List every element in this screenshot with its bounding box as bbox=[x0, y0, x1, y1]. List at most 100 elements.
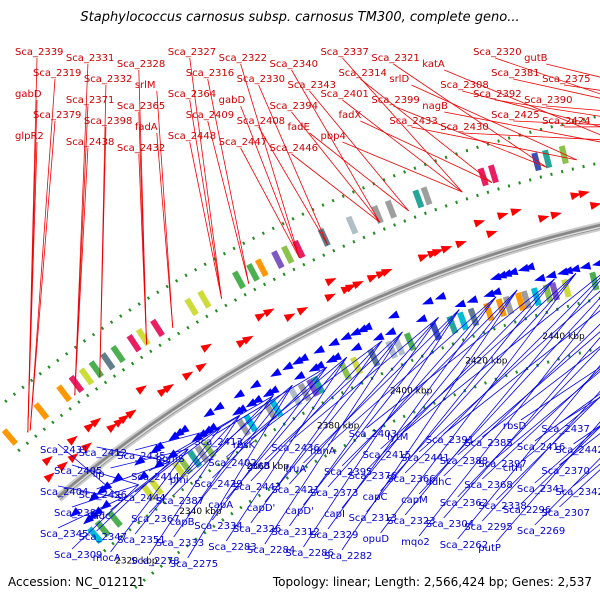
reverse-gene-arrow bbox=[415, 314, 428, 323]
forward-gene-arrow bbox=[118, 414, 130, 425]
reverse-gene-label: Sca_2436 bbox=[271, 443, 319, 454]
reverse-gene-arrow bbox=[235, 404, 248, 414]
reverse-gene-arrow bbox=[297, 353, 310, 362]
feature-block-inner bbox=[94, 519, 111, 538]
reverse-gene-arrow bbox=[361, 322, 373, 331]
forward-gene-label: Sca_2365 bbox=[117, 101, 165, 112]
kbp-tick-label: 2400 kbp bbox=[390, 387, 433, 397]
reverse-leader-line bbox=[496, 396, 600, 501]
reverse-leader-line bbox=[520, 426, 600, 505]
forward-gene-arrow bbox=[455, 240, 467, 249]
forward-gene-label: Sca_2339 bbox=[15, 47, 63, 58]
reverse-leader-line bbox=[418, 290, 600, 453]
reverse-gene-label: Sca_2414 bbox=[131, 472, 179, 483]
forward-gene-arrow bbox=[262, 308, 275, 318]
feature-block-outer bbox=[56, 384, 72, 403]
reverse-gene-label: capM bbox=[401, 495, 428, 506]
reverse-gene-label: rbsD bbox=[503, 421, 527, 432]
reverse-gene-label: Sca_2338 bbox=[478, 501, 526, 512]
feature-block-outer bbox=[371, 205, 384, 224]
feature-block-outer bbox=[100, 352, 116, 371]
reverse-leader-line bbox=[341, 289, 518, 551]
reverse-gene-label: Sca_2362 bbox=[440, 498, 488, 509]
forward-gene-label: Sca_2343 bbox=[288, 80, 336, 91]
forward-leader-line bbox=[189, 141, 222, 299]
forward-gene-label: fadE bbox=[288, 122, 310, 133]
forward-gene-arrow bbox=[352, 281, 364, 290]
reverse-gene-arrow bbox=[203, 407, 215, 418]
forward-gene-label: Sca_2379 bbox=[33, 110, 81, 121]
forward-gene-label: Sca_2430 bbox=[440, 122, 488, 133]
reverse-gene-label: Sca_2334 bbox=[194, 521, 242, 532]
reverse-leader-line bbox=[211, 366, 328, 521]
reverse-gene-arrow bbox=[92, 506, 104, 517]
reverse-gene-arrow bbox=[340, 331, 352, 341]
forward-gene-label: Sca_2371 bbox=[66, 95, 114, 106]
reverse-gene-label: Sca_2313 bbox=[349, 513, 397, 524]
kbp-tick-label: 2320 kbp bbox=[115, 556, 158, 566]
reverse-gene-label: capB bbox=[170, 517, 195, 528]
reverse-leader-line bbox=[366, 278, 555, 513]
reverse-leader-line bbox=[303, 309, 460, 548]
feature-block-inner bbox=[403, 332, 417, 352]
feature-block-inner bbox=[549, 281, 560, 301]
forward-leader-line bbox=[462, 90, 600, 127]
forward-gene-arrow bbox=[90, 417, 102, 428]
forward-gene-label: fadA bbox=[135, 122, 158, 133]
forward-leader-line bbox=[309, 132, 409, 212]
reverse-leader-line bbox=[110, 448, 189, 469]
reverse-gene-arrow bbox=[137, 470, 149, 481]
reverse-gene-arrow bbox=[579, 261, 592, 270]
forward-gene-arrow bbox=[366, 274, 379, 283]
forward-leader-line bbox=[29, 120, 56, 431]
feature-block-outer bbox=[542, 149, 553, 169]
reverse-gene-label: Sca_2395 bbox=[324, 467, 372, 478]
reverse-leader-line bbox=[380, 273, 577, 450]
reverse-gene-arrow bbox=[196, 429, 208, 439]
reverse-gene-label: Sca_2342 bbox=[555, 487, 600, 498]
forward-gene-arrow bbox=[473, 219, 486, 228]
forward-gene-arrow bbox=[345, 284, 357, 293]
forward-gene-label: Sca_2425 bbox=[491, 110, 539, 121]
forward-gene-label: Sca_2408 bbox=[237, 116, 285, 127]
forward-leader-line bbox=[546, 105, 600, 111]
reverse-leader-line bbox=[534, 425, 600, 484]
forward-gene-arrow bbox=[417, 254, 430, 263]
reverse-leader-line bbox=[71, 484, 139, 550]
forward-gene-label: Sca_2319 bbox=[33, 68, 81, 79]
forward-gene-arrow bbox=[578, 190, 590, 199]
forward-gene-label: Sca_2381 bbox=[491, 68, 539, 79]
feature-block-inner bbox=[187, 449, 203, 469]
feature-block-outer bbox=[150, 318, 165, 338]
reverse-gene-label: capI bbox=[324, 509, 345, 520]
feature-block-outer bbox=[487, 164, 499, 184]
backbone bbox=[56, 223, 600, 500]
forward-gene-label: Sca_2316 bbox=[186, 68, 234, 79]
reverse-gene-arrow bbox=[267, 385, 280, 395]
reverse-leader-line bbox=[187, 384, 293, 475]
reverse-leader-line bbox=[148, 415, 240, 472]
reverse-gene-label: Sca_2312 bbox=[271, 527, 319, 538]
topology-summary: Topology: linear; Length: 2,566,424 bp; … bbox=[272, 575, 592, 589]
reverse-gene-label: capC bbox=[363, 492, 388, 503]
feature-block-outer bbox=[184, 297, 199, 317]
forward-leader-line bbox=[207, 78, 250, 284]
kbp-tick-label: 2440 kbp bbox=[542, 332, 585, 342]
reverse-gene-label: Sca_2376 bbox=[349, 471, 397, 482]
forward-leader-line bbox=[360, 78, 493, 183]
reverse-gene-label: Sca_2397 bbox=[478, 459, 526, 470]
reverse-gene-label: Sca_2388 bbox=[440, 456, 488, 467]
feature-block-inner bbox=[502, 295, 515, 315]
forward-gene-label: Sca_2398 bbox=[84, 116, 132, 127]
feature-block-inner bbox=[148, 477, 164, 496]
reverse-leader-line bbox=[264, 331, 403, 503]
forward-leader-line bbox=[27, 141, 38, 433]
feature-block-outer bbox=[33, 402, 50, 420]
reverse-gene-label: fruA bbox=[285, 464, 306, 475]
accession-label: Accession: NC_012121 bbox=[8, 575, 145, 589]
forward-gene-arrow bbox=[380, 268, 393, 277]
forward-leader-line bbox=[99, 126, 107, 377]
reverse-leader-line bbox=[187, 384, 293, 559]
forward-leader-line bbox=[513, 120, 600, 126]
